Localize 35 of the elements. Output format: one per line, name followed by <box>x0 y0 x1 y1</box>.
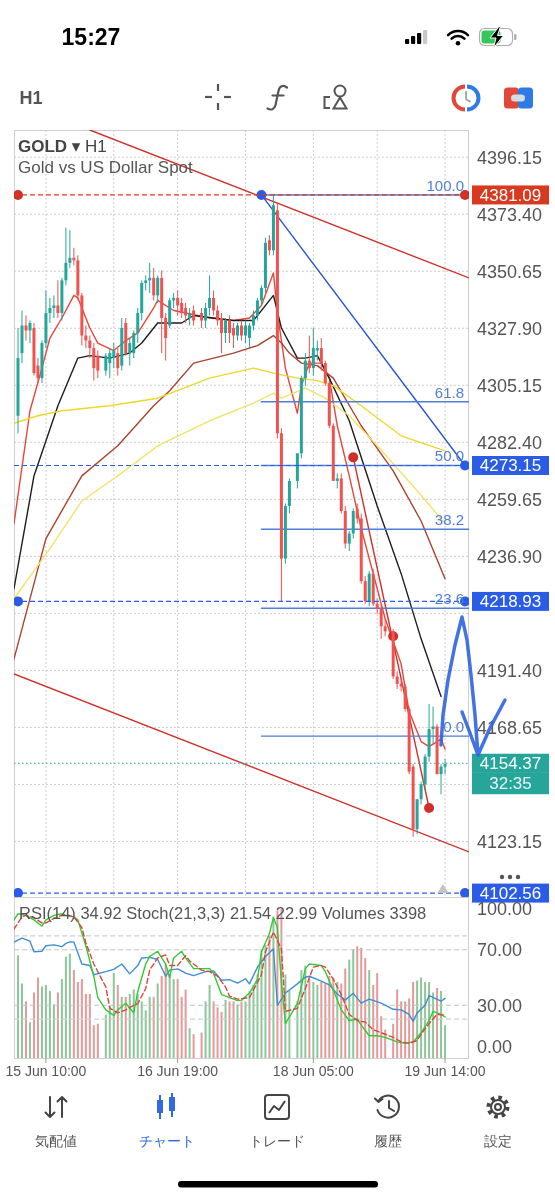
text: チャート <box>138 1134 195 1149</box>
y-tick-label: 4123.15 <box>477 831 543 852</box>
x-tick-label: 15 Jun 10:00 <box>5 1063 87 1079</box>
y-tick-label: 100.00 <box>477 898 533 919</box>
y-tick-label: 4282.40 <box>477 432 543 453</box>
chart-title: GOLD ▾ H1 <box>18 137 107 156</box>
text: 15:27 <box>61 24 121 50</box>
y-tick-label: 4327.90 <box>477 318 543 339</box>
y-tick-label: 4259.65 <box>477 489 543 510</box>
ref-line-label: 4218.93 <box>479 592 542 612</box>
y-tick-label: 4191.40 <box>477 660 543 681</box>
y-tick-label: 4236.90 <box>477 546 543 567</box>
text: Gold vs US Dollar Spot <box>18 158 194 177</box>
y-tick-label: 4350.65 <box>477 261 543 282</box>
x-tick-label: 18 Jun 05:00 <box>272 1063 355 1079</box>
text: トレード <box>249 1134 305 1149</box>
ref-line-label: 4154.37 <box>479 754 542 774</box>
text: 32:35 <box>489 774 532 794</box>
series-label: 100.0 <box>426 176 464 194</box>
series-label: 61.8 <box>434 383 464 401</box>
x-tick-label: 19 Jun 14:00 <box>404 1063 486 1079</box>
y-tick-label: 0.00 <box>477 1037 513 1058</box>
y-tick-label: 4373.40 <box>477 204 543 225</box>
y-tick-label: 4396.15 <box>477 147 543 168</box>
ref-line-label: 4273.15 <box>479 456 542 476</box>
text: 設定 <box>484 1134 512 1149</box>
text: 履歴 <box>373 1134 402 1149</box>
series-label: 0.0 <box>443 718 464 736</box>
y-tick-label: 4305.15 <box>477 375 543 396</box>
text: 気配値 <box>35 1134 77 1149</box>
y-tick-label: 30.00 <box>477 995 523 1016</box>
text: H1 <box>19 88 43 108</box>
x-tick-label: 16 Jun 19:00 <box>137 1063 219 1079</box>
ref-line-label: 4381.09 <box>479 185 542 205</box>
y-tick-label: 70.00 <box>477 940 523 961</box>
